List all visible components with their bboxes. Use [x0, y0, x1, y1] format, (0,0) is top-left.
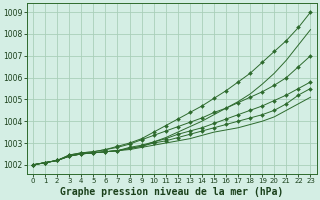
X-axis label: Graphe pression niveau de la mer (hPa): Graphe pression niveau de la mer (hPa) — [60, 186, 284, 197]
